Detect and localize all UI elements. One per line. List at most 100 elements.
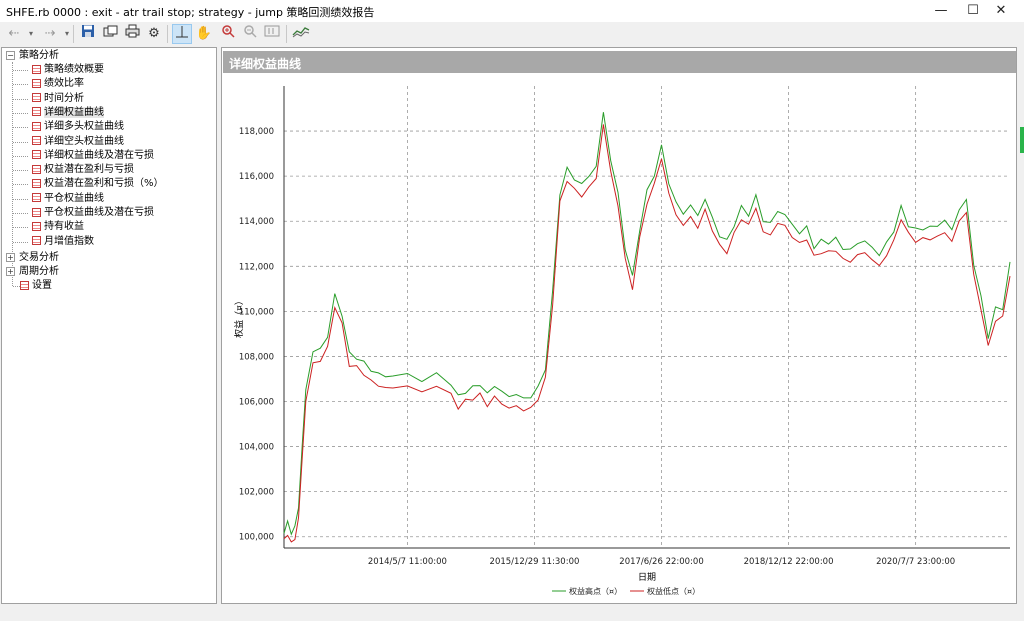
minimize-icon[interactable]: — <box>934 3 948 18</box>
tree-group-period[interactable]: + 周期分析 <box>6 265 59 279</box>
report-icon <box>32 150 41 160</box>
tree-item[interactable]: 平仓权益曲线 <box>32 192 104 206</box>
tree-connector <box>13 70 28 71</box>
tree-item[interactable]: 持有收益 <box>32 220 84 234</box>
tree-item-label: 详细多头权益曲线 <box>44 121 124 133</box>
chart-labels: 100,000 102,000 104,000 106,000 108,000 110,0… <box>233 127 955 583</box>
print-icon[interactable] <box>122 24 142 44</box>
tree-connector <box>12 62 13 272</box>
back-arrow-icon[interactable]: ⇠ <box>8 26 20 41</box>
window-title: SHFE.rb 0000 : exit - atr trail stop; st… <box>6 6 375 19</box>
collapse-icon[interactable]: − <box>6 50 15 60</box>
tree-item[interactable]: 详细权益曲线及潜在亏损 <box>32 149 154 163</box>
tree-item[interactable]: 详细空头权益曲线 <box>32 135 124 149</box>
maximize-icon[interactable]: ☐ <box>967 3 979 18</box>
tree-item-settings[interactable]: 设置 <box>20 279 52 293</box>
report-icon <box>32 221 41 231</box>
right-scroll-strip <box>1019 47 1024 604</box>
dropdown-icon[interactable]: ▾ <box>64 29 69 38</box>
report-icon <box>32 207 41 217</box>
close-icon[interactable]: ✕ <box>995 3 1007 18</box>
gear-icon[interactable]: ⚙ <box>148 26 160 41</box>
tree-item[interactable]: 详细多头权益曲线 <box>32 120 124 134</box>
tree-item[interactable]: 权益潜在盈利与亏损 <box>32 163 134 177</box>
tree-item-label: 权益潜在盈利和亏损（%） <box>44 178 164 190</box>
hand-icon[interactable]: ✋ <box>195 26 213 41</box>
status-bar <box>0 606 1024 621</box>
tree-item-label: 详细权益曲线及潜在亏损 <box>44 149 154 161</box>
report-tree: − 策略分析 + 交易分析 + 周期分析 设置 策略绩效概要 绩效比率时间分析详细权益曲… <box>1 47 217 604</box>
report-icon <box>32 193 41 203</box>
forward-arrow-icon[interactable]: ⇢ <box>44 26 56 41</box>
tree-item-label: 月增值指数 <box>44 235 94 247</box>
zoom-reset-icon[interactable] <box>262 24 282 44</box>
tree-item-label: 策略绩效概要 <box>44 64 104 75</box>
y-tick-label: 102,000 <box>239 488 274 498</box>
tree-group-label: 周期分析 <box>19 266 59 277</box>
tree-item-label: 设置 <box>32 280 52 291</box>
chart-grid <box>284 86 1010 548</box>
tree-connector <box>12 272 13 286</box>
tree-connector <box>13 241 28 243</box>
tree-connector <box>13 198 28 200</box>
y-tick-label: 118,000 <box>239 127 274 137</box>
equity-chart[interactable]: 100,000 102,000 104,000 106,000 108,000 110,0… <box>222 74 1016 603</box>
chart-panel: 详细权益曲线 100,000 102,000 104,000 106,000 108,0… <box>221 47 1017 604</box>
tree-item[interactable]: 绩效比率 <box>32 77 84 91</box>
x-tick-label: 2015/12/29 11:30:00 <box>490 557 580 567</box>
report-icon <box>20 280 29 290</box>
tree-item[interactable]: 时间分析 <box>32 92 84 106</box>
tree-item[interactable]: 详细权益曲线 <box>32 106 104 120</box>
x-tick-label: 2014/5/7 11:00:00 <box>368 557 447 567</box>
tree-connector <box>13 170 28 172</box>
chart-series <box>283 112 1011 543</box>
x-tick-label: 2018/12/12 22:00:00 <box>744 557 834 567</box>
tree-item-label: 时间分析 <box>44 92 84 104</box>
expand-icon[interactable]: + <box>6 252 15 262</box>
save-icon[interactable] <box>78 24 98 44</box>
tree-item[interactable]: 策略绩效概要 <box>32 63 104 77</box>
report-icon <box>32 236 41 246</box>
zoom-out-icon[interactable] <box>240 24 260 44</box>
tree-item-label: 详细空头权益曲线 <box>44 135 124 147</box>
tree-item[interactable]: 权益潜在盈利和亏损（%） <box>32 177 164 191</box>
tree-connector <box>13 227 28 229</box>
tree-item-label: 详细权益曲线 <box>44 106 104 118</box>
copy-icon[interactable] <box>100 24 120 44</box>
tree-item-label: 绩效比率 <box>44 78 84 90</box>
tree-item-label: 持有收益 <box>44 221 84 233</box>
toolbar-separator <box>167 25 168 43</box>
tree-item-label: 权益潜在盈利与亏损 <box>44 164 134 176</box>
tree-connector <box>13 112 28 114</box>
legend-label: 权益低点（¤） <box>647 586 700 596</box>
tree-connector <box>13 141 28 143</box>
y-axis-label: 权益（¤） <box>233 296 245 338</box>
y-tick-label: 100,000 <box>239 533 274 543</box>
expand-icon[interactable]: + <box>6 266 15 276</box>
panel-title: 详细权益曲线 <box>229 57 302 71</box>
tree-connector <box>13 286 20 287</box>
chart-style-icon[interactable] <box>291 24 311 44</box>
y-tick-label: 116,000 <box>239 172 274 182</box>
zoom-in-icon[interactable] <box>218 24 238 44</box>
tree-item-label: 平仓权益曲线 <box>44 192 104 204</box>
dropdown-icon[interactable]: ▾ <box>28 29 33 38</box>
report-icon <box>32 64 41 74</box>
y-tick-label: 112,000 <box>239 262 274 272</box>
crosshair-icon[interactable] <box>172 24 192 44</box>
tree-group-strategy[interactable]: − 策略分析 <box>6 49 59 63</box>
tree-item[interactable]: 月增值指数 <box>32 235 94 249</box>
tree-group-trade[interactable]: + 交易分析 <box>6 251 59 265</box>
x-tick-label: 2020/7/7 23:00:00 <box>876 557 955 567</box>
series-high-line <box>283 112 1011 536</box>
tree-item-label: 平仓权益曲线及潜在亏损 <box>44 207 154 218</box>
toolbar-separator <box>286 25 287 43</box>
side-indicator <box>1020 127 1024 153</box>
tree-item[interactable]: 平仓权益曲线及潜在亏损 <box>32 206 154 220</box>
report-icon <box>32 178 41 188</box>
chart-axes <box>283 86 1010 549</box>
y-tick-label: 106,000 <box>239 398 274 408</box>
report-icon <box>32 78 41 88</box>
tree-connector <box>13 184 28 186</box>
